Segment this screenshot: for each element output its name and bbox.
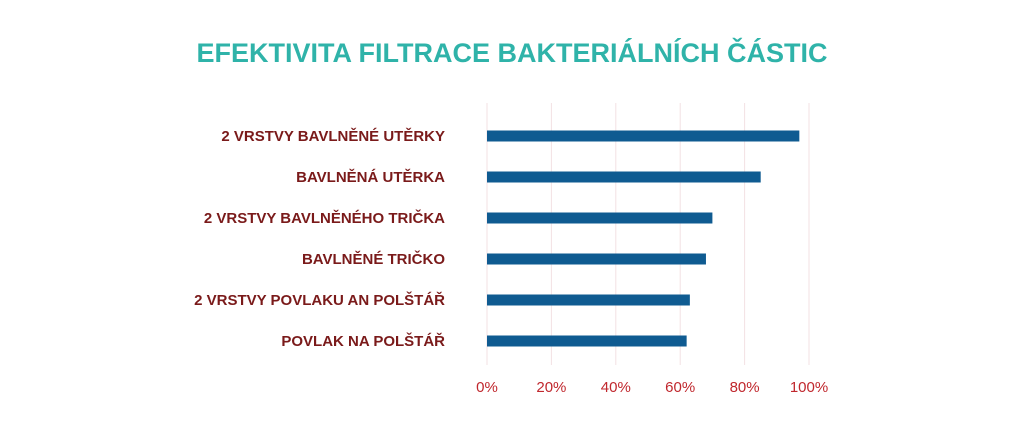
x-tick-label: 40% (601, 379, 631, 396)
category-labels: 2 VRSTVY BAVLNĚNÉ UTĚRKY BAVLNĚNÁ UTĚRKA 2… (194, 127, 445, 350)
grid-lines (486, 103, 810, 365)
x-tick-label: 0% (476, 379, 498, 396)
category-label: POVLAK NA POLŠTÁŘ (281, 332, 445, 350)
bar (487, 335, 687, 347)
category-label: 2 VRSTVY BAVLNĚNÉHO TRIČKA (204, 209, 445, 227)
bar (487, 212, 713, 224)
bar (487, 130, 800, 142)
category-label: BAVLNĚNÉ TRIČKO (302, 250, 445, 268)
x-tick-label: 60% (665, 379, 695, 396)
bar (487, 294, 690, 306)
category-label: BAVLNĚNÁ UTĚRKA (296, 168, 445, 186)
category-label: 2 VRSTVY BAVLNĚNÉ UTĚRKY (221, 127, 445, 145)
bar (487, 253, 706, 265)
x-tick-label: 80% (730, 379, 760, 396)
bars (487, 130, 800, 347)
x-tick-label: 20% (536, 379, 566, 396)
category-label: 2 VRSTVY POVLAKU AN POLŠTÁŘ (194, 291, 445, 309)
x-tick-label: 100% (790, 379, 828, 396)
chart-title: EFEKTIVITA FILTRACE BAKTERIÁLNÍCH ČÁSTIC (197, 37, 828, 68)
x-axis-tick-labels: 0% 20% 40% 60% 80% 100% (476, 379, 828, 396)
bar (487, 171, 761, 183)
